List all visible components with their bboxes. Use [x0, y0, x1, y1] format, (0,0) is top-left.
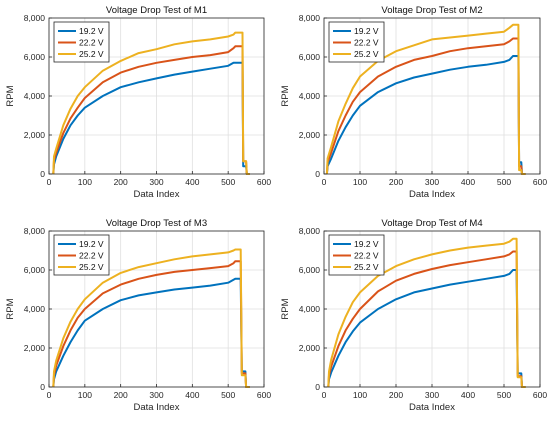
panel1-x-tick-label: 300 — [149, 177, 163, 187]
panel4-x-axis-label: Data Index — [409, 402, 455, 413]
panel1-title: Voltage Drop Test of M1 — [106, 5, 207, 16]
panel2-title: Voltage Drop Test of M2 — [381, 5, 482, 16]
panel4-title: Voltage Drop Test of M4 — [381, 218, 482, 229]
panel3-y-tick-label: 8,000 — [24, 226, 46, 236]
panel4-x-tick-label: 300 — [425, 390, 439, 400]
panel3-legend-label-3: 25.2 V — [79, 262, 104, 272]
panel3-y-tick-label: 2,000 — [24, 343, 46, 353]
panel4-y-axis-label: RPM — [280, 298, 291, 319]
panel1-x-tick-label: 100 — [78, 177, 92, 187]
panel3-title: Voltage Drop Test of M3 — [106, 218, 207, 229]
panel1-legend-label-2: 22.2 V — [79, 38, 104, 48]
panel2-y-tick-label: 4,000 — [299, 91, 321, 101]
panel2-y-tick-label: 0 — [315, 169, 320, 179]
panel3-series-line-3 — [52, 248, 250, 388]
panel1-x-tick-label: 500 — [221, 177, 235, 187]
panel2-x-axis-label: Data Index — [409, 189, 455, 200]
panel4-legend-label-3: 25.2 V — [354, 262, 379, 272]
panel4-y-tick-label: 6,000 — [299, 265, 321, 275]
panel1-y-tick-label: 8,000 — [24, 13, 46, 23]
panel1-x-tick-label: 400 — [185, 177, 199, 187]
panel3-legend-label-2: 22.2 V — [79, 251, 104, 261]
panel2-legend-label-1: 19.2 V — [354, 26, 379, 36]
panel2-y-tick-label: 2,000 — [299, 130, 321, 140]
panel2-y-tick-label: 6,000 — [299, 52, 321, 62]
panel3-x-tick-label: 0 — [47, 390, 52, 400]
panel1-series-line-3 — [52, 31, 250, 175]
panel3-x-tick-label: 400 — [185, 390, 199, 400]
panel1-x-tick-label: 600 — [257, 177, 271, 187]
panel2-series-line-3 — [325, 23, 526, 175]
panel4-x-tick-label: 100 — [353, 390, 367, 400]
panel4-x-tick-label: 500 — [497, 390, 511, 400]
panel1-legend-label-1: 19.2 V — [79, 26, 104, 36]
panel3-x-tick-label: 300 — [149, 390, 163, 400]
panel4-x-tick-label: 400 — [461, 390, 475, 400]
panel1-legend-label-3: 25.2 V — [79, 49, 104, 59]
panel3-x-tick-label: 200 — [114, 390, 128, 400]
panel4-y-tick-label: 2,000 — [299, 343, 321, 353]
panel2-x-tick-label: 500 — [497, 177, 511, 187]
panel4: 0 100 200 300 400 500 600 0 2,000 4,000 6,000 8,000… — [280, 218, 547, 413]
panel2-x-tick-label: 0 — [322, 177, 327, 187]
panel2-x-tick-label: 100 — [353, 177, 367, 187]
panel1-y-axis-label: RPM — [5, 85, 16, 106]
panel1-y-tick-label: 4,000 — [24, 91, 46, 101]
panel1-y-tick-label: 0 — [40, 169, 45, 179]
panel2-legend-label-3: 25.2 V — [354, 49, 379, 59]
panel3-y-axis-label: RPM — [5, 298, 16, 319]
panel1-y-tick-label: 2,000 — [24, 130, 46, 140]
panel3-x-tick-label: 100 — [78, 390, 92, 400]
panel2-y-tick-label: 8,000 — [299, 13, 321, 23]
panel1-x-tick-label: 0 — [47, 177, 52, 187]
panel2-x-tick-label: 600 — [533, 177, 547, 187]
panel1-y-tick-label: 6,000 — [24, 52, 46, 62]
panel4-x-tick-label: 600 — [533, 390, 547, 400]
panel4-legend-label-1: 19.2 V — [354, 239, 379, 249]
panel3-x-tick-label: 600 — [257, 390, 271, 400]
panel4-x-tick-label: 200 — [389, 390, 403, 400]
panel3-x-tick-label: 500 — [221, 390, 235, 400]
panel4-legend-label-2: 22.2 V — [354, 251, 379, 261]
panel3-y-tick-label: 0 — [40, 382, 45, 392]
panel2-x-tick-label: 200 — [389, 177, 403, 187]
panel3-y-tick-label: 4,000 — [24, 304, 46, 314]
panel4-y-tick-label: 8,000 — [299, 226, 321, 236]
panel2-x-tick-label: 400 — [461, 177, 475, 187]
panel3: 0 100 200 300 400 500 600 0 2,000 4,000 6,000 8,000… — [5, 218, 271, 413]
panel1: 0 100 200 300 400 500 600 0 2,000 4,000 6,000 8,000… — [5, 5, 271, 200]
panel4-series-line-3 — [327, 237, 526, 388]
panel2: 0 100 200 300 400 500 600 0 2,000 4,000 6,000 8,000… — [280, 5, 547, 200]
panel3-y-tick-label: 6,000 — [24, 265, 46, 275]
panel2-legend-label-2: 22.2 V — [354, 38, 379, 48]
panel4-y-tick-label: 4,000 — [299, 304, 321, 314]
panel3-x-axis-label: Data Index — [134, 402, 180, 413]
panel2-y-axis-label: RPM — [280, 85, 291, 106]
panel2-x-tick-label: 300 — [425, 177, 439, 187]
panel3-legend-label-1: 19.2 V — [79, 239, 104, 249]
panel1-x-axis-label: Data Index — [134, 189, 180, 200]
panel1-x-tick-label: 200 — [114, 177, 128, 187]
panel4-y-tick-label: 0 — [315, 382, 320, 392]
panel4-x-tick-label: 0 — [322, 390, 327, 400]
